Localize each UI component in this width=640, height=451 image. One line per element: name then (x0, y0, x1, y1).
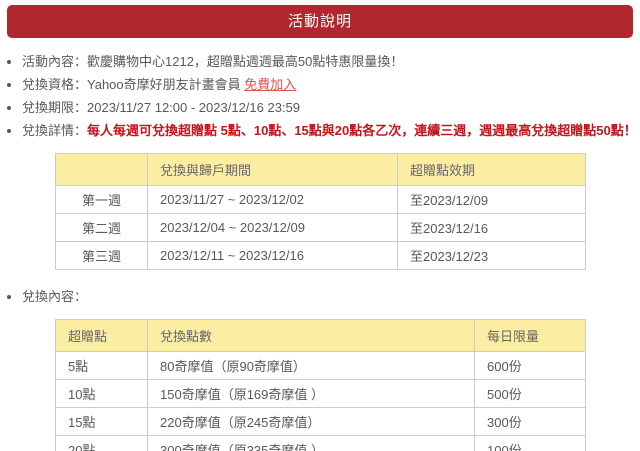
table-row: 第一週 2023/11/27 ~ 2023/12/02 至2023/12/09 (55, 185, 586, 214)
table-row: 10點 150奇摩值（原169奇摩值 ） 500份 (55, 379, 586, 408)
schedule-week-cell: 第一週 (55, 185, 148, 214)
bullet-activity-text: 歡慶購物中心1212，超贈點週週最高50點特惠限量換！ (87, 54, 404, 69)
schedule-header-validity: 超贈點效期 (397, 153, 586, 186)
schedule-week-cell: 第三週 (55, 241, 148, 270)
schedule-validity-cell: 至2023/12/09 (397, 185, 586, 214)
redeem-limit-cell: 600份 (474, 351, 586, 380)
table-row: 15點 220奇摩值（原245奇摩值） 300份 (55, 407, 586, 436)
redeem-points-cell: 5點 (55, 351, 148, 380)
bullet-redeem-label: 兌換內容： (22, 289, 88, 304)
bullet-eligibility: 兌換資格：Yahoo奇摩好朋友計畫會員 免費加入 (22, 77, 640, 93)
schedule-validity-cell: 至2023/12/16 (397, 213, 586, 242)
bullet-eligibility-text: Yahoo奇摩好朋友計畫會員 (87, 77, 245, 92)
bullet-redeem-content: 兌換內容： (22, 289, 640, 305)
schedule-validity-cell: 至2023/12/23 (397, 241, 586, 270)
redeem-header-points: 超贈點 (55, 319, 148, 352)
schedule-header-empty (55, 153, 148, 186)
redeem-points-cell: 20點 (55, 435, 148, 451)
redeem-header-row: 超贈點 兌換點數 每日限量 (55, 319, 586, 352)
redeem-header-limit: 每日限量 (474, 319, 586, 352)
bullet-activity-content: 活動內容：歡慶購物中心1212，超贈點週週最高50點特惠限量換！ (22, 54, 640, 70)
schedule-period-cell: 2023/11/27 ~ 2023/12/02 (147, 185, 398, 214)
redeem-points-cell: 10點 (55, 379, 148, 408)
redeem-points-cell: 15點 (55, 407, 148, 436)
redeem-cost-cell: 220奇摩值（原245奇摩值） (147, 407, 475, 436)
schedule-header-row: 兌換與歸戶期間 超贈點效期 (55, 153, 586, 186)
schedule-week-cell: 第二週 (55, 213, 148, 242)
bullet-details-label: 兌換詳情： (22, 123, 88, 138)
activity-bullet-list: 活動內容：歡慶購物中心1212，超贈點週週最高50點特惠限量換！ 兌換資格：Ya… (0, 54, 640, 139)
bullet-deadline-label: 兌換期限： (22, 100, 88, 115)
schedule-period-cell: 2023/12/04 ~ 2023/12/09 (147, 213, 398, 242)
bullet-eligibility-label: 兌換資格： (22, 77, 88, 92)
redeem-limit-cell: 300份 (474, 407, 586, 436)
page-title-bar: 活動說明 (7, 5, 633, 38)
free-join-link[interactable]: 免費加入 (244, 77, 297, 92)
bullet-deadline: 兌換期限：2023/11/27 12:00 - 2023/12/16 23:59 (22, 100, 640, 116)
redeem-header-cost: 兌換點數 (147, 319, 475, 352)
redeem-cost-cell: 300奇摩值（原335奇摩值 ） (147, 435, 475, 451)
bullet-deadline-text: 2023/11/27 12:00 - 2023/12/16 23:59 (87, 100, 301, 115)
schedule-table: 兌換與歸戶期間 超贈點效期 第一週 2023/11/27 ~ 2023/12/0… (55, 153, 586, 270)
table-row: 20點 300奇摩值（原335奇摩值 ） 100份 (55, 435, 586, 451)
redeem-bullet-list: 兌換內容： (0, 289, 640, 305)
bullet-details-highlight: 每人每週可兌換超贈點 5點、10點、15點與20點各乙次，連續三週，週週最高兌換… (87, 123, 637, 138)
redeem-cost-cell: 150奇摩值（原169奇摩值 ） (147, 379, 475, 408)
bullet-activity-label: 活動內容： (22, 54, 88, 69)
redeem-limit-cell: 500份 (474, 379, 586, 408)
table-row: 5點 80奇摩值（原90奇摩值） 600份 (55, 351, 586, 380)
schedule-header-period: 兌換與歸戶期間 (147, 153, 398, 186)
page-title: 活動說明 (287, 13, 352, 30)
bullet-details: 兌換詳情：每人每週可兌換超贈點 5點、10點、15點與20點各乙次，連續三週，週… (22, 123, 640, 139)
table-row: 第三週 2023/12/11 ~ 2023/12/16 至2023/12/23 (55, 241, 586, 270)
table-row: 第二週 2023/12/04 ~ 2023/12/09 至2023/12/16 (55, 213, 586, 242)
redeem-limit-cell: 100份 (474, 435, 586, 451)
redeem-cost-cell: 80奇摩值（原90奇摩值） (147, 351, 475, 380)
schedule-period-cell: 2023/12/11 ~ 2023/12/16 (147, 241, 398, 270)
redeem-table: 超贈點 兌換點數 每日限量 5點 80奇摩值（原90奇摩值） 600份 10點 … (55, 319, 586, 451)
